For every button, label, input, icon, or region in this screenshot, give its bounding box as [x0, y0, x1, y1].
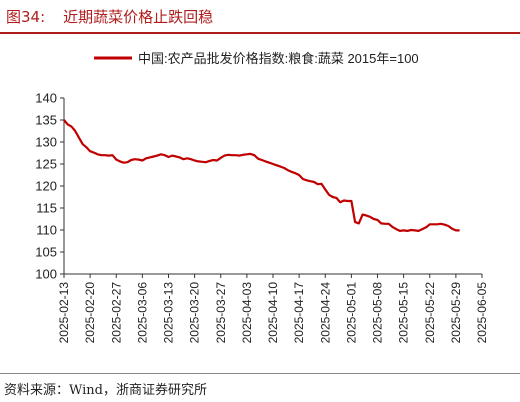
figure-number: 图34: — [6, 8, 46, 26]
legend-label: 中国:农产品批发价格指数:粮食:蔬菜 2015年=100 — [138, 51, 419, 66]
y-tick-label: 125 — [35, 157, 57, 172]
chart-container: 中国:农产品批发价格指数:粮食:蔬菜 2015年=100 100 105 110 11… — [0, 36, 520, 370]
y-tick-label: 105 — [35, 245, 57, 260]
x-tick-label: 2025-05-08 — [371, 282, 385, 344]
x-tick-label: 2025-06-05 — [475, 282, 489, 344]
x-tick-label: 2025-03-20 — [188, 282, 202, 344]
source-note: 资料来源：Wind，浙商证券研究所 — [4, 383, 207, 398]
y-tick-label: 120 — [35, 179, 57, 194]
series-group — [63, 119, 460, 232]
title-rule — [0, 32, 520, 34]
x-tick-label: 2025-03-13 — [162, 282, 176, 344]
x-tick-label: 2025-03-27 — [214, 282, 228, 344]
line-chart: 中国:农产品批发价格指数:粮食:蔬菜 2015年=100 100 105 110 11… — [35, 51, 489, 344]
y-tick-label: 110 — [36, 223, 57, 238]
y-tick-label: 130 — [35, 135, 57, 150]
series-line — [63, 119, 460, 232]
x-tick-label: 2025-04-17 — [292, 282, 306, 344]
x-tick-label: 2025-05-15 — [397, 282, 411, 344]
x-tick-label: 2025-04-24 — [318, 282, 332, 344]
figure-title-text: 近期蔬菜价格止跌回稳 — [63, 8, 214, 26]
x-tick-label: 2025-02-27 — [109, 282, 123, 344]
y-tick-label: 100 — [35, 267, 57, 282]
x-tick-label: 2025-05-01 — [344, 282, 358, 344]
y-tick-label: 140 — [35, 91, 57, 106]
x-tick-label: 2025-05-22 — [423, 282, 437, 344]
y-tick-label: 135 — [35, 113, 57, 128]
x-tick-label: 2025-04-03 — [240, 282, 254, 344]
source-rule — [0, 373, 520, 374]
axes: 100 105 110 115 120 125 130 135 140 2025-02-13 202… — [35, 91, 489, 344]
legend: 中国:农产品批发价格指数:粮食:蔬菜 2015年=100 — [94, 51, 419, 66]
y-tick-label: 115 — [36, 201, 57, 216]
x-tick-label: 2025-04-10 — [266, 282, 280, 344]
x-tick-label: 2025-02-13 — [57, 282, 71, 344]
x-tick-label: 2025-05-29 — [449, 282, 463, 344]
x-tick-label: 2025-03-06 — [135, 282, 149, 344]
figure-title: 图34: 近期蔬菜价格止跌回稳 — [6, 6, 213, 27]
x-tick-label: 2025-02-20 — [83, 282, 97, 344]
